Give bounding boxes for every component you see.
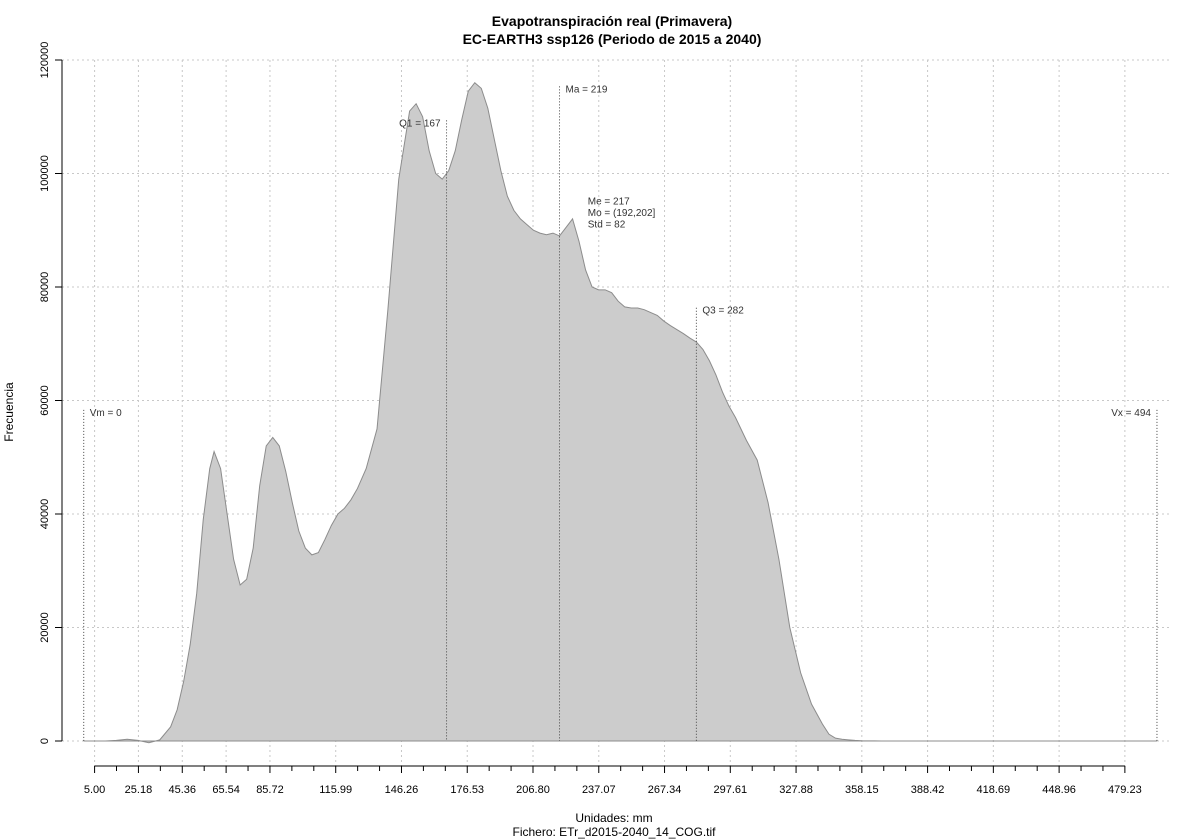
y-tick-label: 120000 [39,42,51,79]
x-tick-label: 237.07 [582,784,616,796]
x-tick-label: 479.23 [1108,784,1142,796]
x-tick-label: 267.34 [648,784,682,796]
x-tick-label: 327.88 [779,784,813,796]
y-axis: 0 20000 40000 60000 80000 100000 120000 [39,42,63,744]
x-tick-label: 85.72 [256,784,284,796]
x-tick-label: 146.26 [385,784,419,796]
x-axis-label: Unidades: mm [575,811,652,825]
x-tick-label: 358.15 [845,784,879,796]
x-tick-label: 115.99 [319,784,352,796]
x-tick-label: 388.42 [911,784,945,796]
density-area [83,81,1157,744]
x-tick-label: 65.54 [212,784,240,796]
y-tick-label: 20000 [39,612,51,643]
x-tick-label: 25.18 [125,784,153,796]
reference-label: Ma = 219 [566,84,608,95]
chart-subtitle: EC-EARTH3 ssp126 (Periodo de 2015 a 2040… [463,31,762,47]
x-tick-label: 448.96 [1042,784,1076,796]
reference-label: Vm = 0 [90,408,122,419]
chart-title: Evapotranspiración real (Primavera) [492,13,732,29]
x-tick-label: 297.61 [713,784,747,796]
x-tick-label: 418.69 [977,784,1011,796]
y-tick-label: 80000 [39,272,51,303]
reference-label: Vx = 494 [1111,408,1151,419]
reference-label: Q1 = 167 [399,118,441,129]
x-tick-label: 45.36 [169,784,197,796]
file-label: Fichero: ETr_d2015-2040_14_COG.tif [513,825,717,839]
y-tick-label: 60000 [39,385,51,416]
stats-annotation: Me = 217 [588,197,630,208]
y-tick-label: 100000 [39,155,51,192]
stats-annotation: Std = 82 [588,220,626,231]
y-tick-label: 0 [39,738,51,744]
reference-label: Q3 = 282 [702,306,744,317]
x-tick-label: 206.80 [516,784,550,796]
y-tick-label: 40000 [39,499,51,530]
x-axis: 5.00 25.18 45.36 65.54 85.72 115.99 146.26 176.… [84,765,1142,796]
x-tick-label: 176.53 [450,784,484,796]
y-axis-label: Frecuencia [2,382,16,442]
stats-annotation: Mo = (192,202] [588,208,656,219]
x-tick-label: 5.00 [84,784,105,796]
